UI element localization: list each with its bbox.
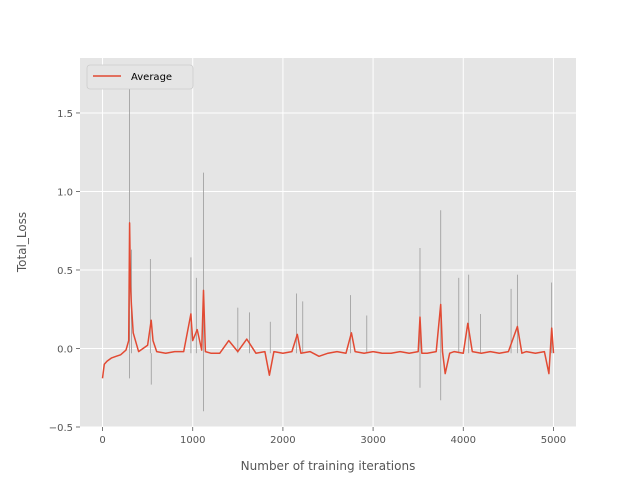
y-axis-label: Total_Loss — [15, 212, 29, 273]
x-axis-label: Number of training iterations — [241, 459, 416, 473]
legend-label-average: Average — [131, 72, 172, 83]
x-axis-ticks: 0 1000 2000 3000 4000 5000 — [99, 427, 566, 446]
x-tick-label: 2000 — [270, 435, 295, 446]
x-tick-label: 1000 — [180, 435, 205, 446]
x-tick-label: 4000 — [451, 435, 476, 446]
legend: Average — [86, 64, 194, 90]
raw-loss-series — [129, 81, 553, 412]
x-tick-label: 3000 — [360, 435, 385, 446]
average-loss-series — [101, 222, 555, 379]
y-tick-label: 1.5 — [57, 109, 73, 120]
x-tick-label: 5000 — [541, 435, 566, 446]
plot-background — [80, 58, 576, 427]
y-tick-label: −0.5 — [49, 423, 73, 434]
y-tick-label: 0.0 — [57, 344, 73, 355]
x-tick-label: 0 — [99, 435, 105, 446]
average-loss-line — [101, 222, 555, 379]
y-tick-label: 1.0 — [57, 187, 73, 198]
legend-box — [86, 64, 194, 90]
y-tick-label: 0.5 — [57, 266, 73, 277]
y-axis-ticks: −0.5 0.0 0.5 1.0 1.5 — [49, 109, 80, 434]
grid-lines — [80, 58, 576, 428]
